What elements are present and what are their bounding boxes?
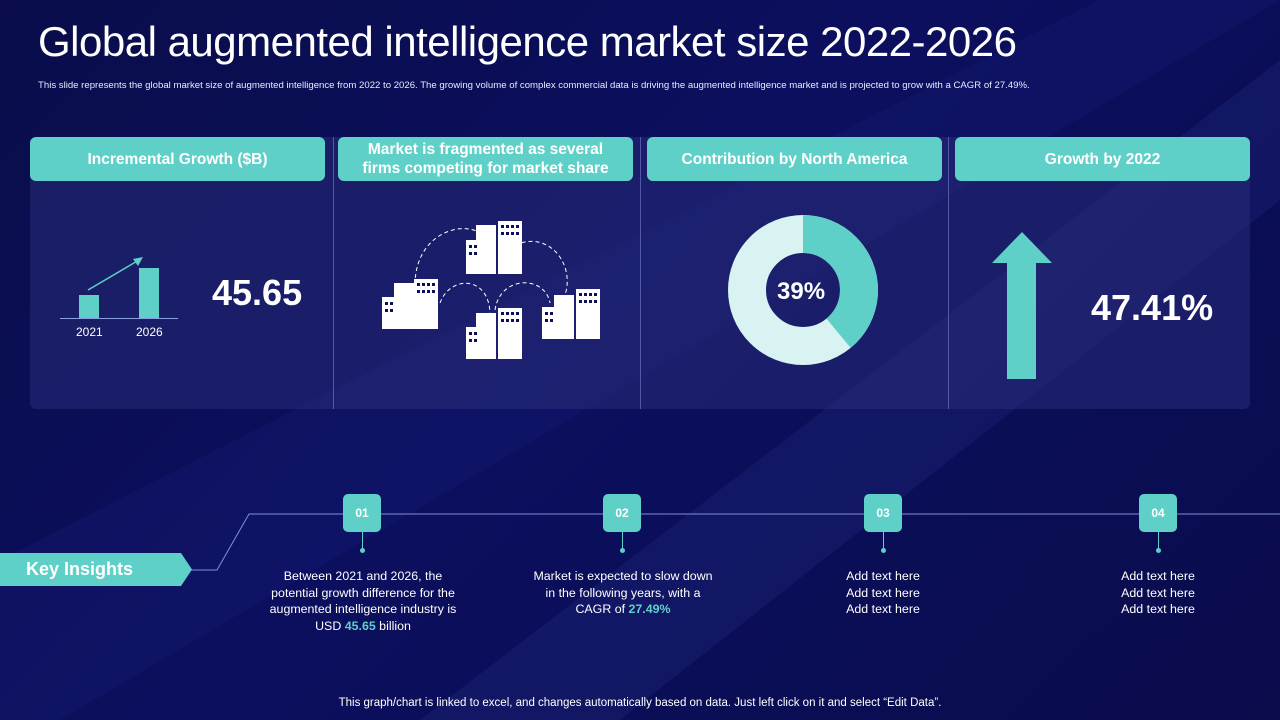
divider xyxy=(333,137,334,409)
insight-02-text: Market is expected to slow down in the f… xyxy=(528,568,718,618)
step-dot xyxy=(1156,548,1161,553)
step-dot xyxy=(360,548,365,553)
buildings-network-icon xyxy=(382,221,600,359)
step-dot xyxy=(620,548,625,553)
insight-02-highlight: 27.49% xyxy=(628,602,671,616)
insight-04-text: Add text here Add text here Add text her… xyxy=(1063,568,1253,618)
insight-03-line: Add text here xyxy=(846,602,920,616)
insight-01-post: billion xyxy=(375,618,411,633)
insight-04-line: Add text here xyxy=(1121,602,1195,616)
step-connector xyxy=(1158,532,1159,550)
card-header-north-america: Contribution by North America xyxy=(647,137,942,181)
donut-segment xyxy=(728,215,878,365)
step-04-badge: 04 xyxy=(1139,494,1177,532)
bar-baseline xyxy=(60,318,178,319)
insight-01-text: Between 2021 and 2026, the potential gro… xyxy=(268,568,458,634)
step-03-badge: 03 xyxy=(864,494,902,532)
step-connector xyxy=(362,532,363,550)
north-america-value: 39% xyxy=(777,278,826,305)
insight-01-pre: Between 2021 and 2026, the potential gro… xyxy=(269,569,457,633)
north-america-donut xyxy=(728,215,878,365)
incremental-growth-value: 45.65 xyxy=(212,272,303,313)
card-header-incremental-growth: Incremental Growth ($B) xyxy=(30,137,325,181)
insight-04-line: Add text here xyxy=(1121,585,1195,600)
step-01-badge: 01 xyxy=(343,494,381,532)
insight-01-highlight: 45.65 xyxy=(344,618,376,633)
footer-note: This graph/chart is linked to excel, and… xyxy=(338,697,942,709)
key-insights-label: Key Insights xyxy=(0,553,192,586)
trend-arrow-icon xyxy=(87,257,143,291)
insight-03-text: Add text here Add text here Add text her… xyxy=(788,568,978,618)
page-subtitle: This slide represents the global market … xyxy=(38,80,1030,91)
insight-04-line: Add text here xyxy=(1121,569,1195,583)
page-title: Global augmented intelligence market siz… xyxy=(38,18,1017,65)
divider xyxy=(640,137,641,409)
insight-02-pre: Market is expected to slow down in the f… xyxy=(533,569,713,616)
cards-panel xyxy=(30,137,1250,409)
step-02-badge: 02 xyxy=(603,494,641,532)
bar-label-2026: 2026 xyxy=(136,325,163,339)
bar-2021 xyxy=(79,295,99,318)
insight-03-line: Add text here xyxy=(846,569,920,583)
bar-2026 xyxy=(139,268,159,318)
growth-2022-value: 47.41% xyxy=(1091,287,1214,328)
divider xyxy=(948,137,949,409)
card-header-market-fragmented: Market is fragmented as several firms co… xyxy=(338,137,633,181)
step-connector xyxy=(622,532,623,550)
insight-03-line: Add text here xyxy=(846,585,920,600)
step-dot xyxy=(881,548,886,553)
card-header-growth-2022: Growth by 2022 xyxy=(955,137,1250,181)
up-arrow-icon xyxy=(992,232,1052,379)
step-connector xyxy=(883,532,884,550)
bar-label-2021: 2021 xyxy=(76,325,103,339)
